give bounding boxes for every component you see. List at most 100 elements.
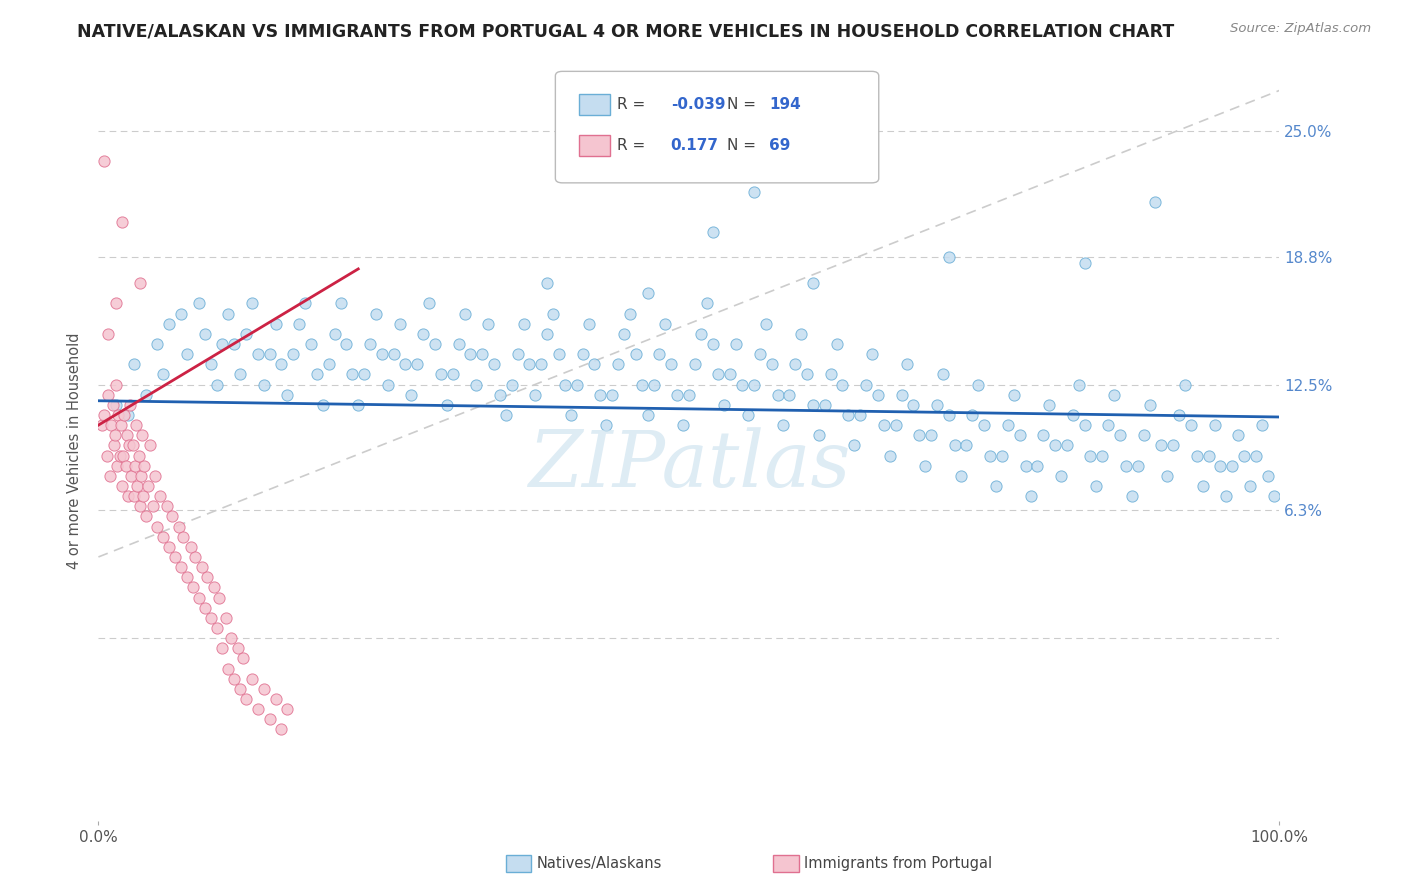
Point (938, 408, 960, 422)
Point (925, 398, 948, 412)
Point (117, 408, 139, 422)
Point (666, 387, 689, 401)
Point (654, 317, 676, 331)
Point (1257, 468, 1279, 483)
Point (105, 458, 128, 473)
Point (737, 408, 759, 422)
Point (1014, 458, 1036, 473)
Point (1161, 438, 1184, 452)
Point (560, 408, 582, 422)
Point (259, 347, 281, 361)
Point (143, 468, 166, 483)
Point (122, 357, 145, 371)
Point (489, 387, 512, 401)
Point (229, 368, 252, 382)
Point (441, 368, 464, 382)
Point (837, 408, 859, 422)
Point (477, 317, 499, 331)
Point (211, 337, 233, 351)
Point (156, 500, 179, 514)
Point (1204, 418, 1226, 433)
Point (778, 387, 800, 401)
Point (796, 368, 818, 382)
Point (359, 337, 381, 351)
Point (294, 296, 316, 310)
Point (107, 408, 129, 422)
Point (146, 519, 169, 533)
Point (312, 398, 335, 412)
Point (382, 347, 405, 361)
Point (1185, 449, 1208, 463)
Point (583, 357, 606, 371)
Point (1080, 449, 1102, 463)
Point (131, 428, 153, 442)
Point (465, 377, 488, 392)
Point (117, 489, 139, 503)
Point (973, 418, 995, 433)
Point (1263, 489, 1285, 503)
Point (554, 377, 576, 392)
Point (270, 357, 292, 371)
Point (1198, 449, 1220, 463)
Point (1062, 408, 1084, 422)
Point (347, 398, 370, 412)
Point (93, 408, 115, 422)
Point (93, 154, 115, 169)
Point (637, 286, 659, 301)
Point (831, 377, 853, 392)
Point (571, 347, 593, 361)
Point (453, 307, 475, 321)
Point (187, 296, 209, 310)
Point (879, 449, 901, 463)
Point (1209, 458, 1232, 473)
Point (495, 408, 517, 422)
Point (103, 438, 125, 452)
Text: Natives/Alaskans: Natives/Alaskans (537, 856, 662, 871)
Point (394, 357, 416, 371)
Point (519, 357, 541, 371)
Text: R =: R = (617, 138, 645, 153)
Point (101, 398, 124, 412)
Point (436, 398, 458, 412)
Point (1168, 408, 1191, 422)
Point (124, 458, 146, 473)
Point (1050, 468, 1073, 483)
Point (224, 672, 246, 686)
Point (388, 317, 411, 331)
Point (991, 449, 1014, 463)
Point (772, 418, 794, 433)
Point (967, 377, 990, 392)
Point (1102, 387, 1125, 401)
Point (578, 317, 600, 331)
Point (672, 418, 695, 433)
Point (548, 347, 571, 361)
Point (536, 326, 558, 341)
Point (482, 357, 505, 371)
Point (914, 458, 936, 473)
Point (104, 428, 127, 442)
Point (1220, 458, 1243, 473)
Point (1156, 468, 1178, 483)
Point (217, 661, 239, 675)
Point (896, 357, 918, 371)
Point (200, 357, 222, 371)
Point (423, 337, 446, 351)
Point (943, 438, 966, 452)
Point (121, 468, 143, 483)
Point (418, 296, 440, 310)
Point (200, 611, 222, 625)
Point (501, 377, 523, 392)
Point (600, 387, 623, 401)
Point (105, 377, 128, 392)
Point (1150, 438, 1173, 452)
Point (194, 326, 217, 341)
Point (607, 357, 630, 371)
Point (253, 377, 276, 392)
Point (460, 347, 482, 361)
Point (129, 468, 152, 483)
Point (377, 377, 399, 392)
Point (108, 449, 131, 463)
Point (160, 509, 183, 524)
Point (91, 418, 114, 433)
Point (613, 326, 636, 341)
